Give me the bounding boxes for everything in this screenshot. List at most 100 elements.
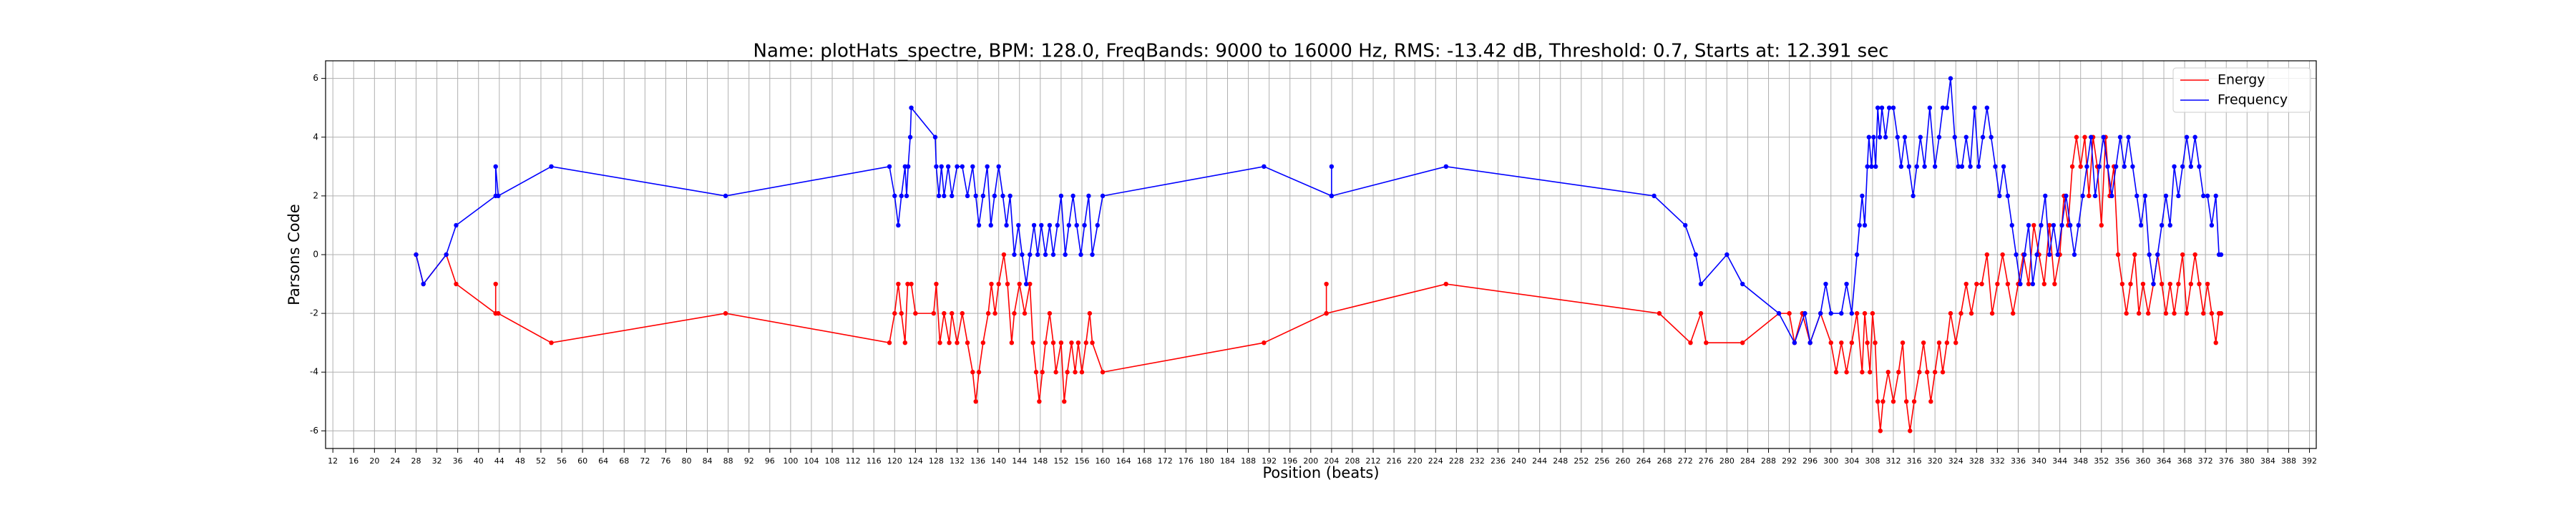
data-point bbox=[1875, 399, 1880, 404]
data-point bbox=[1050, 340, 1056, 345]
data-point bbox=[1968, 164, 1973, 170]
data-point bbox=[1016, 222, 1021, 228]
x-tick-label: 372 bbox=[2198, 456, 2213, 466]
data-point bbox=[1997, 193, 2002, 199]
data-point bbox=[1683, 222, 1688, 228]
data-point bbox=[1033, 370, 1039, 375]
data-point bbox=[1329, 164, 1335, 170]
data-point bbox=[2084, 164, 2089, 170]
data-point bbox=[2067, 222, 2073, 228]
data-point bbox=[1324, 310, 1329, 316]
data-point bbox=[2021, 252, 2027, 258]
x-tick-label: 232 bbox=[1470, 456, 1485, 466]
data-point bbox=[1086, 193, 1091, 199]
data-point bbox=[2119, 281, 2125, 287]
data-point bbox=[985, 310, 991, 316]
data-point bbox=[2128, 281, 2133, 287]
data-point bbox=[1873, 340, 1878, 345]
x-tick-label: 200 bbox=[1303, 456, 1318, 466]
data-point bbox=[2082, 134, 2087, 139]
x-tick-label: 280 bbox=[1719, 456, 1735, 466]
data-point bbox=[1065, 370, 1070, 375]
data-point bbox=[2005, 281, 2011, 287]
data-point bbox=[1865, 340, 1870, 345]
data-point bbox=[1839, 340, 1844, 345]
x-tick-label: 256 bbox=[1594, 456, 1609, 466]
x-axis-label: Position (beats) bbox=[1262, 464, 1379, 481]
data-point bbox=[1012, 252, 1017, 258]
x-tick-label: 272 bbox=[1678, 456, 1693, 466]
data-point bbox=[1095, 222, 1100, 228]
x-tick-label: 104 bbox=[804, 456, 819, 466]
data-point bbox=[1906, 164, 1912, 170]
x-tick-label: 304 bbox=[1844, 456, 1859, 466]
data-point bbox=[1968, 310, 1974, 316]
data-point bbox=[2041, 281, 2047, 287]
x-tick-label: 384 bbox=[2260, 456, 2275, 466]
x-tick-label: 348 bbox=[2073, 456, 2088, 466]
x-tick-label: 364 bbox=[2157, 456, 2172, 466]
data-point bbox=[1078, 252, 1083, 258]
data-point bbox=[1879, 105, 1885, 110]
x-tick-label: 228 bbox=[1449, 456, 1464, 466]
x-tick-label: 176 bbox=[1179, 456, 1194, 466]
data-point bbox=[2072, 252, 2077, 258]
data-point bbox=[1082, 222, 1087, 228]
data-point bbox=[1020, 252, 1025, 258]
data-point bbox=[2218, 310, 2224, 316]
data-point bbox=[1940, 105, 1946, 110]
x-tick-label: 24 bbox=[390, 456, 400, 466]
x-tick-label: 52 bbox=[536, 456, 546, 466]
data-point bbox=[1963, 281, 1968, 287]
data-point bbox=[1005, 281, 1010, 287]
data-point bbox=[976, 370, 982, 375]
data-point bbox=[887, 164, 892, 170]
data-point bbox=[2097, 164, 2102, 170]
x-tick-label: 120 bbox=[887, 456, 902, 466]
x-tick-label: 212 bbox=[1366, 456, 1381, 466]
data-point bbox=[1652, 193, 1657, 199]
x-tick-label: 40 bbox=[474, 456, 484, 466]
data-point bbox=[931, 310, 936, 316]
data-point bbox=[1953, 340, 1958, 345]
x-tick-label: 244 bbox=[1532, 456, 1547, 466]
x-tick-label: 360 bbox=[2135, 456, 2150, 466]
data-point bbox=[1956, 164, 1961, 170]
data-point bbox=[960, 164, 965, 170]
data-point bbox=[1100, 193, 1106, 199]
data-point bbox=[2135, 193, 2140, 199]
x-tick-label: 160 bbox=[1096, 456, 1111, 466]
x-tick-label: 216 bbox=[1387, 456, 1402, 466]
data-point bbox=[723, 193, 728, 199]
x-tick-label: 136 bbox=[970, 456, 985, 466]
data-point bbox=[1922, 164, 1927, 170]
data-point bbox=[2046, 222, 2052, 228]
data-point bbox=[2014, 252, 2019, 258]
x-tick-label: 196 bbox=[1282, 456, 1297, 466]
x-tick-label: 96 bbox=[765, 456, 775, 466]
data-point bbox=[1693, 252, 1698, 258]
x-tick-label: 84 bbox=[703, 456, 713, 466]
data-point bbox=[1895, 134, 1901, 139]
data-point bbox=[1043, 340, 1048, 345]
data-point bbox=[1740, 340, 1745, 345]
data-point bbox=[2001, 164, 2006, 170]
data-point bbox=[1902, 134, 1908, 139]
data-point bbox=[1870, 310, 1875, 316]
data-point bbox=[1035, 252, 1040, 258]
x-tick-label: 308 bbox=[1865, 456, 1880, 466]
x-tick-label: 276 bbox=[1699, 456, 1714, 466]
x-tick-label: 368 bbox=[2177, 456, 2192, 466]
data-point bbox=[899, 193, 904, 199]
data-point bbox=[2159, 281, 2165, 287]
data-point bbox=[992, 310, 997, 316]
data-point bbox=[1936, 134, 1942, 139]
x-tick-label: 76 bbox=[660, 456, 670, 466]
data-point bbox=[2176, 193, 2181, 199]
data-point bbox=[1062, 399, 1067, 404]
data-point bbox=[1932, 164, 1938, 170]
data-point bbox=[1079, 370, 1085, 375]
data-point bbox=[1047, 222, 1053, 228]
data-point bbox=[1040, 370, 1045, 375]
data-point bbox=[985, 164, 990, 170]
